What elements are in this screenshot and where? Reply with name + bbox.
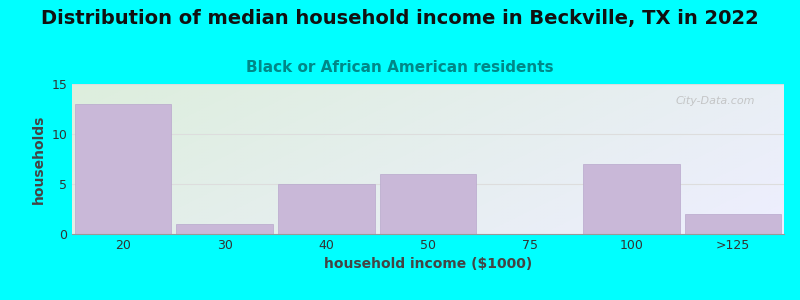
Text: Black or African American residents: Black or African American residents bbox=[246, 60, 554, 75]
Bar bbox=[74, 104, 171, 234]
Bar bbox=[278, 184, 374, 234]
Bar bbox=[176, 224, 273, 234]
Text: City-Data.com: City-Data.com bbox=[676, 96, 755, 106]
Y-axis label: households: households bbox=[32, 114, 46, 204]
Text: Distribution of median household income in Beckville, TX in 2022: Distribution of median household income … bbox=[41, 9, 759, 28]
Bar bbox=[380, 174, 476, 234]
X-axis label: household income ($1000): household income ($1000) bbox=[324, 257, 532, 272]
Bar bbox=[583, 164, 680, 234]
Bar bbox=[685, 214, 782, 234]
